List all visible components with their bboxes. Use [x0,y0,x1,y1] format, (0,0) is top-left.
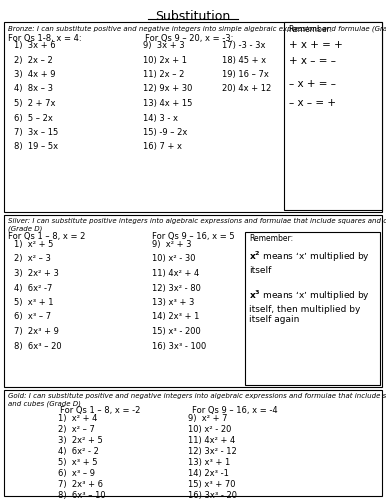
Text: 9)  x² + 7: 9) x² + 7 [188,414,227,423]
Text: For Qs 1 – 8, x = -2: For Qs 1 – 8, x = -2 [60,406,140,415]
Text: 12) 3x² - 12: 12) 3x² - 12 [188,447,237,456]
Bar [4,215,382,387]
Text: 14) 3 - x: 14) 3 - x [143,114,178,122]
Text: 4)  6x² - 2: 4) 6x² - 2 [58,447,99,456]
Text: For Qs 9 – 16, x = -4: For Qs 9 – 16, x = -4 [192,406,278,415]
Text: For Qs 1-8, x = 4:: For Qs 1-8, x = 4: [8,34,81,43]
Text: 10) x² - 30: 10) x² - 30 [152,254,195,264]
Text: 5)  2 + 7x: 5) 2 + 7x [14,99,56,108]
Text: 14) 2x³ -1: 14) 2x³ -1 [188,469,229,478]
Text: 14) 2x³ + 1: 14) 2x³ + 1 [152,312,200,322]
Text: 3)  2x² + 3: 3) 2x² + 3 [14,269,59,278]
Text: – x + = –: – x + = – [289,79,336,89]
Text: 5)  x³ + 5: 5) x³ + 5 [58,458,98,467]
Text: 1)  3x + 6: 1) 3x + 6 [14,41,56,50]
Bar [4,390,382,496]
Text: For Qs 9 – 16, x = 5: For Qs 9 – 16, x = 5 [152,232,235,241]
Text: For Qs 9 – 20, x = -3:: For Qs 9 – 20, x = -3: [145,34,234,43]
Text: 15) -9 – 2x: 15) -9 – 2x [143,128,187,137]
Text: 6)  5 – 2x: 6) 5 – 2x [14,114,53,122]
Text: Remember:: Remember: [249,234,293,243]
Text: 17) -3 - 3x: 17) -3 - 3x [222,41,266,50]
Text: 12) 9x + 30: 12) 9x + 30 [143,84,192,94]
Text: 12) 3x² - 80: 12) 3x² - 80 [152,284,201,292]
Text: 8)  6x³ – 10: 8) 6x³ – 10 [58,491,106,500]
Text: 3)  2x² + 5: 3) 2x² + 5 [58,436,103,445]
Text: 6)  x³ – 7: 6) x³ – 7 [14,312,51,322]
Text: + x + = +: + x + = + [289,40,343,50]
Text: 1)  x² + 5: 1) x² + 5 [14,240,53,249]
Text: 8)  6x³ – 20: 8) 6x³ – 20 [14,342,62,350]
Text: 4)  6x² -7: 4) 6x² -7 [14,284,52,292]
Text: 7)  2x³ + 9: 7) 2x³ + 9 [14,327,59,336]
Text: 20) 4x + 12: 20) 4x + 12 [222,84,271,94]
Text: 9)  x² + 3: 9) x² + 3 [152,240,191,249]
Text: $\mathbf{x^3}$ means ‘x’ multiplied by
itself, then multiplied by
itself again: $\mathbf{x^3}$ means ‘x’ multiplied by i… [249,289,370,324]
Text: 11) 2x – 2: 11) 2x – 2 [143,70,185,79]
Text: 13) 4x + 15: 13) 4x + 15 [143,99,192,108]
Text: 2)  x² – 3: 2) x² – 3 [14,254,51,264]
Text: 19) 16 – 7x: 19) 16 – 7x [222,70,269,79]
Bar [4,22,382,212]
Text: 3)  4x + 9: 3) 4x + 9 [14,70,56,79]
Bar [284,22,382,210]
Text: 16) 7 + x: 16) 7 + x [143,142,182,152]
Text: 8)  19 – 5x: 8) 19 – 5x [14,142,58,152]
Text: 16) 3x³ - 20: 16) 3x³ - 20 [188,491,237,500]
Text: 2)  x² – 7: 2) x² – 7 [58,425,95,434]
Text: For Qs 1 – 8, x = 2: For Qs 1 – 8, x = 2 [8,232,85,241]
Text: Gold: I can substitute positive and negative integers into algebraic expressions: Gold: I can substitute positive and nega… [8,393,386,406]
Text: 7)  2x³ + 6: 7) 2x³ + 6 [58,480,103,489]
Text: 11) 4x² + 4: 11) 4x² + 4 [152,269,199,278]
Text: 10) x² - 20: 10) x² - 20 [188,425,231,434]
Text: 15) x³ - 200: 15) x³ - 200 [152,327,201,336]
Bar [245,232,380,385]
Text: Bronze: I can substitute positive and negative integers into simple algebraic ex: Bronze: I can substitute positive and ne… [8,25,386,32]
Text: 13) x³ + 3: 13) x³ + 3 [152,298,195,307]
Text: 18) 45 + x: 18) 45 + x [222,56,266,64]
Text: 15) x³ + 70: 15) x³ + 70 [188,480,235,489]
Text: 1)  x² + 4: 1) x² + 4 [58,414,97,423]
Text: $\mathbf{x^2}$ means ‘x’ multiplied by
itself: $\mathbf{x^2}$ means ‘x’ multiplied by i… [249,250,370,275]
Text: 6)  x³ – 9: 6) x³ – 9 [58,469,95,478]
Text: 13) x³ + 1: 13) x³ + 1 [188,458,230,467]
Text: – x – = +: – x – = + [289,98,336,108]
Text: 9)  3x + 3: 9) 3x + 3 [143,41,185,50]
Text: 16) 3x³ - 100: 16) 3x³ - 100 [152,342,206,350]
Text: Silver: I can substitute positive integers into algebraic expressions and formul: Silver: I can substitute positive intege… [8,218,386,232]
Text: 5)  x³ + 1: 5) x³ + 1 [14,298,54,307]
Text: Remember:: Remember: [288,25,332,34]
Text: + x – = –: + x – = – [289,56,336,66]
Text: 7)  3x – 15: 7) 3x – 15 [14,128,58,137]
Text: 11) 4x² + 4: 11) 4x² + 4 [188,436,235,445]
Text: 10) 2x + 1: 10) 2x + 1 [143,56,187,64]
Text: Substitution: Substitution [156,10,230,23]
Text: 4)  8x – 3: 4) 8x – 3 [14,84,53,94]
Text: 2)  2x – 2: 2) 2x – 2 [14,56,53,64]
